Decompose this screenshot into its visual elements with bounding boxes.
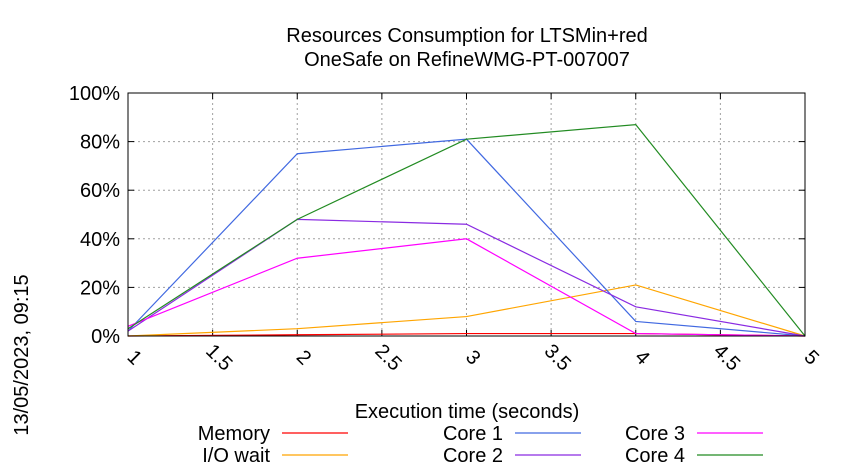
y-tick-label: 100% (69, 83, 120, 105)
legend-label-core-2: Core 2 (443, 445, 503, 467)
y-tick-label: 40% (80, 229, 120, 251)
legend-label-core-3: Core 3 (625, 423, 685, 445)
series-line-core-4 (127, 123, 806, 337)
series-line-core-2 (127, 218, 806, 337)
y-tick-label: 80% (80, 132, 120, 154)
axis-ticks: 0% 20% 40% 60% 80% 100% 1 1.5 2 2.5 3 3.5 4 4.5 5 (69, 83, 823, 375)
legend-label-core-1: Core 1 (443, 423, 503, 445)
y-tick-label: 0% (91, 326, 120, 348)
x-tick-label: 1.5 (201, 340, 236, 375)
x-axis-label: Execution time (seconds) (355, 401, 580, 423)
plot-border (127, 92, 806, 337)
legend-label-i-o-wait: I/O wait (202, 445, 270, 467)
x-tick-label: 1 (123, 346, 146, 369)
x-tick-label: 2.5 (371, 340, 406, 375)
series-line-core-3 (127, 238, 806, 337)
legend-label-core-4: Core 4 (625, 445, 685, 467)
y-tick-label: 60% (80, 180, 120, 202)
x-tick-label: 3.5 (540, 340, 575, 375)
y-tick-label: 20% (80, 277, 120, 299)
grid (127, 92, 806, 337)
x-tick-label: 4 (630, 346, 653, 369)
x-tick-label: 4.5 (709, 340, 744, 375)
x-tick-label: 5 (800, 346, 823, 369)
legend-label-memory: Memory (198, 423, 270, 445)
x-tick-label: 3 (461, 346, 484, 369)
side-timestamp: 13/05/2023, 09:15 (11, 274, 33, 435)
x-tick-label: 2 (292, 346, 315, 369)
chart-title-line-2: OneSafe on RefineWMG-PT-007007 (304, 49, 630, 71)
series-group (127, 123, 806, 337)
chart-title-line-1: Resources Consumption for LTSMin+red (286, 25, 647, 47)
series-line-i-o-wait (127, 284, 806, 337)
